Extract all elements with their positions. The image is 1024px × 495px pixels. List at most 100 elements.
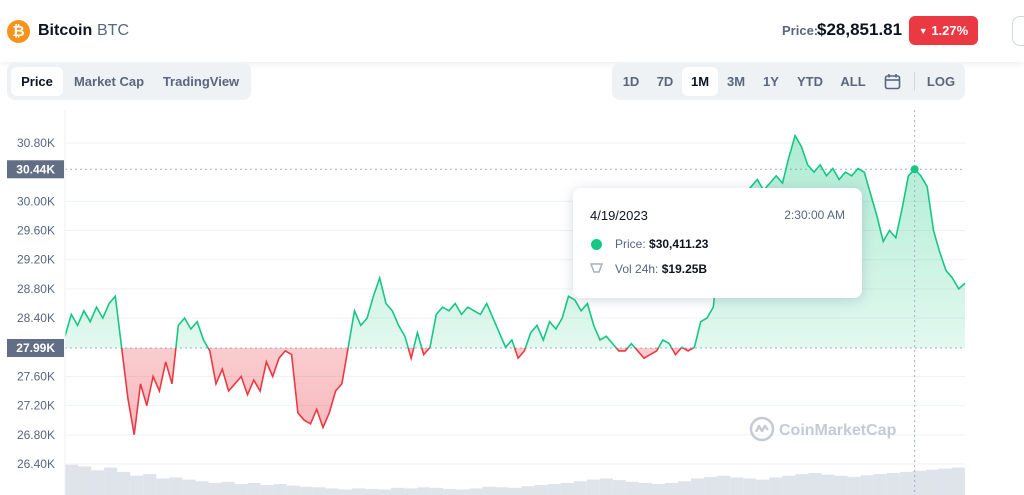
volume-bar (469, 488, 483, 495)
volume-bar (769, 477, 783, 495)
volume-bar (247, 482, 261, 495)
watermark-text: CoinMarketCap (779, 422, 897, 439)
volume-bar (325, 488, 339, 495)
y-tick-label: 26.80K (17, 428, 55, 442)
price-change-badge: ▼ 1.27% (909, 16, 978, 45)
volume-bar (638, 482, 652, 495)
range-ytd-button[interactable]: YTD (797, 74, 823, 89)
price-line-down (120, 348, 695, 435)
volume-bar (169, 477, 183, 495)
volume-bar (925, 469, 939, 495)
range-all-button[interactable]: ALL (840, 74, 866, 89)
volume-bar (860, 475, 874, 495)
tab-price[interactable]: Price (11, 67, 63, 96)
volume-bar (195, 481, 209, 495)
caret-down-icon: ▼ (918, 26, 928, 36)
volume-bar (560, 482, 574, 495)
volume-bar (378, 489, 392, 495)
tooltip-volume-value: $19.25B (661, 262, 708, 276)
header-action-button[interactable] (1012, 16, 1024, 46)
tooltip-date: 4/19/2023 (590, 208, 648, 223)
range-1d-button[interactable]: 1D (622, 74, 640, 89)
volume-bar (443, 488, 457, 495)
chart-type-tabs: Price Market Cap TradingView (7, 63, 251, 100)
volume-bar (547, 484, 561, 495)
volume-bar (573, 481, 587, 495)
y-tick-label: 29.60K (17, 224, 55, 238)
tab-market-cap[interactable]: Market Cap (73, 74, 145, 89)
volume-bar (704, 476, 718, 495)
volume-bar (782, 475, 796, 495)
y-tick-label: 26.40K (17, 457, 55, 471)
volume-bar (117, 471, 131, 495)
volume-bar (743, 478, 757, 495)
price-change-value: 1.27% (931, 23, 969, 38)
volume-bar (612, 480, 626, 495)
tooltip-price-label: Price: (615, 237, 646, 251)
tooltip-volume-label: Vol 24h: (615, 262, 659, 276)
y-tick-label: 30.00K (17, 194, 55, 208)
volume-bar (104, 467, 118, 495)
volume-bar (808, 473, 822, 495)
chart-tooltip: 4/19/2023 2:30:00 AM Price: $30,411.23 V… (573, 188, 862, 298)
volume-bar (404, 488, 418, 495)
bitcoin-logo-icon: ₿ (7, 20, 30, 43)
volume-bar (899, 471, 913, 495)
tooltip-volume-row: Vol 24h: $19.25B (615, 262, 707, 276)
coinmarketcap-logo-icon (749, 416, 775, 442)
volume-bar (821, 474, 835, 495)
coin-header: ₿ Bitcoin BTC Price: $28,851.81 ▼ 1.27% (0, 0, 1024, 62)
volume-bar (599, 478, 613, 495)
volume-bar (625, 481, 639, 495)
log-scale-button[interactable]: LOG (926, 74, 956, 89)
y-tick-label: 27.60K (17, 369, 55, 383)
volume-bar (651, 484, 665, 495)
volume-bar (495, 487, 509, 495)
tooltip-time: 2:30:00 AM (784, 208, 845, 222)
price-label: Price: (782, 23, 819, 38)
volume-bar (665, 482, 679, 495)
volume-bar (912, 470, 926, 495)
volume-bar (886, 473, 900, 495)
volume-bar (234, 484, 248, 495)
tab-tradingview[interactable]: TradingView (162, 74, 240, 89)
volume-bar (534, 485, 548, 495)
volume-bar (182, 479, 196, 495)
y-tick-label: 27.99K (16, 341, 55, 355)
volume-bar (78, 466, 92, 495)
range-1m-button[interactable]: 1M (682, 67, 718, 96)
price-dot-icon (591, 239, 602, 250)
y-tick-label: 27.20K (17, 399, 55, 413)
range-divider (914, 72, 915, 91)
y-tick-label: 30.44K (16, 162, 55, 176)
hover-point (910, 165, 919, 174)
coin-name: Bitcoin (38, 22, 93, 39)
volume-bar (417, 487, 431, 495)
volume-bar (938, 468, 952, 495)
volume-bar (221, 481, 235, 495)
range-3m-button[interactable]: 3M (726, 74, 746, 89)
volume-bar (795, 474, 809, 495)
volume-bar (351, 488, 365, 495)
volume-bar (508, 487, 522, 495)
price-line-up (64, 133, 966, 349)
volume-bar (312, 487, 326, 495)
volume-bar (260, 485, 274, 495)
volume-bar (299, 486, 313, 495)
volume-bar (338, 489, 352, 495)
volume-icon (590, 263, 603, 273)
volume-bar (521, 486, 535, 495)
volume-bar (130, 475, 144, 495)
volume-bar (951, 467, 965, 495)
volume-bar (756, 479, 770, 495)
calendar-icon[interactable] (884, 73, 901, 90)
y-tick-label: 28.40K (17, 311, 55, 325)
volume-bar (156, 478, 170, 495)
range-1y-button[interactable]: 1Y (763, 74, 779, 89)
range-7d-button[interactable]: 7D (656, 74, 674, 89)
coin-symbol: BTC (97, 22, 129, 39)
volume-bar (208, 482, 222, 495)
volume-bar (586, 479, 600, 495)
y-tick-label: 29.20K (17, 253, 55, 267)
volume-bar (430, 487, 444, 495)
